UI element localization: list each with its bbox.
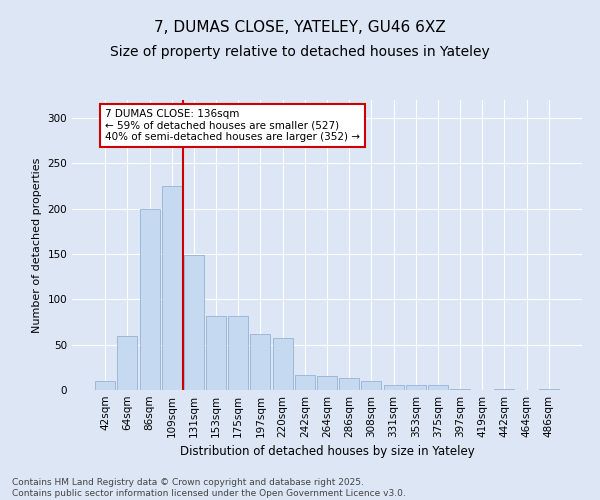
X-axis label: Distribution of detached houses by size in Yateley: Distribution of detached houses by size … [179,446,475,458]
Bar [339,378,359,390]
Bar [406,384,426,390]
Y-axis label: Number of detached properties: Number of detached properties [32,158,42,332]
Bar [162,186,182,390]
Bar [140,209,160,390]
Bar [361,381,382,390]
Bar [228,316,248,390]
Bar [295,374,315,390]
Bar [272,338,293,390]
Text: Size of property relative to detached houses in Yateley: Size of property relative to detached ho… [110,45,490,59]
Bar [383,386,404,390]
Bar [95,381,115,390]
Text: Contains HM Land Registry data © Crown copyright and database right 2025.
Contai: Contains HM Land Registry data © Crown c… [12,478,406,498]
Bar [450,389,470,390]
Bar [494,389,514,390]
Bar [317,376,337,390]
Bar [118,336,137,390]
Text: 7 DUMAS CLOSE: 136sqm
← 59% of detached houses are smaller (527)
40% of semi-det: 7 DUMAS CLOSE: 136sqm ← 59% of detached … [105,109,360,142]
Bar [206,316,226,390]
Text: 7, DUMAS CLOSE, YATELEY, GU46 6XZ: 7, DUMAS CLOSE, YATELEY, GU46 6XZ [154,20,446,35]
Bar [428,384,448,390]
Bar [539,389,559,390]
Bar [184,255,204,390]
Bar [250,334,271,390]
